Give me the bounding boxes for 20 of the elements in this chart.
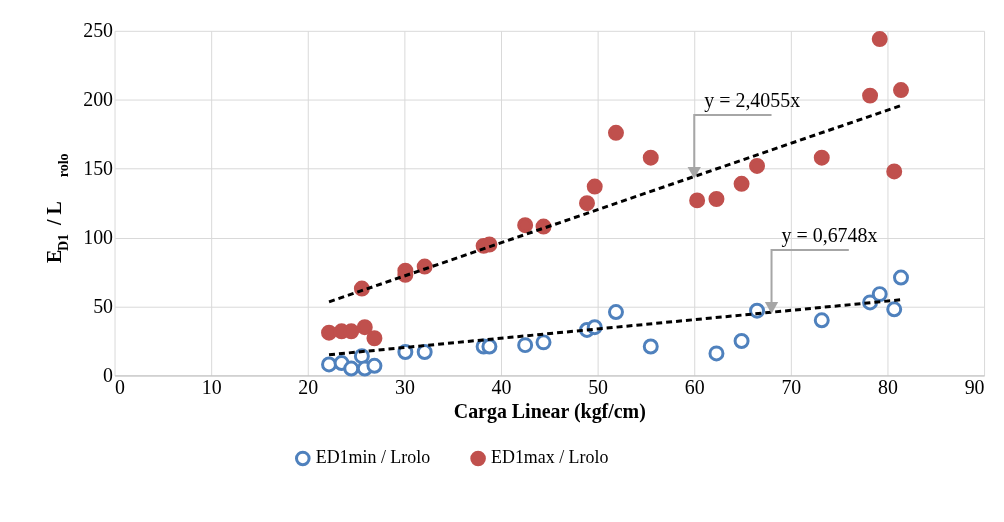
x-tick-label: 60: [684, 375, 705, 398]
x-tick-label: 20: [298, 375, 319, 398]
y-tick-label: 250: [83, 19, 114, 42]
x-tick-label: 80: [878, 375, 898, 398]
y-tick-label: 100: [83, 226, 114, 249]
legend-label: ED1max / Lrolo: [491, 447, 609, 468]
x-tick-label: 40: [491, 375, 512, 398]
text: ED1 / Lrolo: [42, 153, 71, 263]
x-tick-label: 50: [588, 375, 609, 398]
y-tick-label: 50: [93, 295, 114, 317]
x-tick-label: 10: [201, 375, 222, 398]
legend-label: ED1min / Lrolo: [315, 447, 431, 468]
annotation: y = 2,4055x: [704, 88, 801, 112]
y-tick-label: 200: [83, 88, 114, 111]
x-tick-label: 90: [964, 375, 985, 398]
x-axis-title: Carga Linear (kgf/cm): [453, 399, 646, 423]
x-tick-label: 30: [394, 375, 415, 398]
y-tick-label: 150: [83, 157, 114, 180]
x-tick-label: 70: [781, 375, 802, 398]
annotation: y = 0,6748x: [781, 224, 878, 248]
